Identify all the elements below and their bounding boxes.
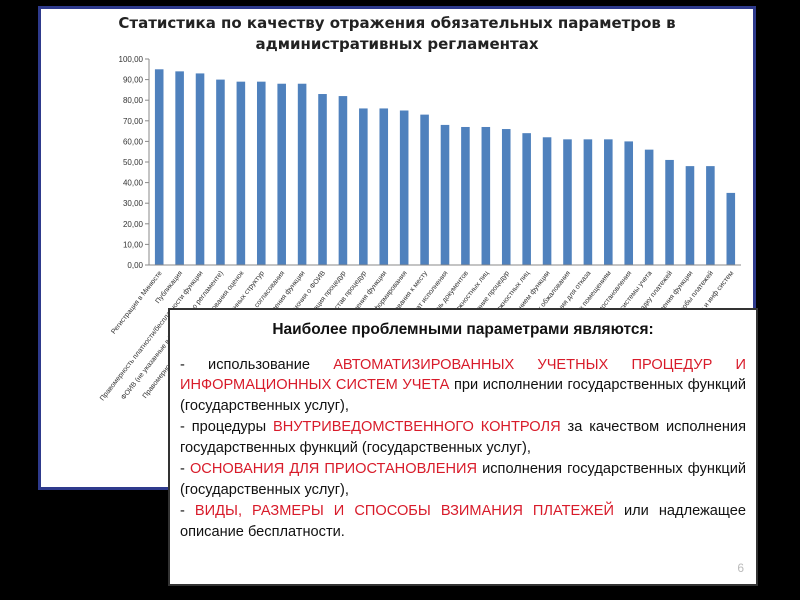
y-tick-label: 30,00 <box>123 199 144 208</box>
y-tick-label: 20,00 <box>123 220 144 229</box>
bar <box>440 124 450 265</box>
y-tick-label: 60,00 <box>123 137 144 146</box>
bar <box>563 139 572 265</box>
info-item: - ОСНОВАНИЯ ДЛЯ ПРИОСТАНОВЛЕНИЯ исполнен… <box>180 459 746 500</box>
info-item-highlight: АВТОМАТИЗИРОВАННЫХ УЧЕТНЫХ ПРОЦЕДУР И ИН… <box>180 356 746 394</box>
bar <box>644 149 654 265</box>
info-item-text: исполнения государственных функций (госу… <box>180 461 746 498</box>
bar <box>175 71 184 265</box>
info-item-highlight: ВИДЫ, РАЗМЕРЫ И СПОСОБЫ ВЗИМАНИЯ ПЛАТЕЖЕ… <box>194 503 614 519</box>
bar <box>338 96 348 265</box>
info-item-text: или надлежащее описание бесплатности. <box>180 503 746 540</box>
bar <box>379 108 389 265</box>
info-item-text: за качеством исполнения государственных … <box>180 419 746 456</box>
y-tick-label: 100,00 <box>119 55 144 64</box>
info-item: - процедуры ВНУТРИВЕДОМСТВЕННОГО КОНТРОЛ… <box>180 417 746 458</box>
page-number: 6 <box>737 560 744 575</box>
bar <box>195 73 205 265</box>
bar <box>501 129 511 265</box>
bar <box>399 110 409 265</box>
bar <box>665 159 674 265</box>
bars <box>154 69 736 266</box>
info-item-text: - использование <box>180 356 334 373</box>
info-item-text: - <box>180 461 190 477</box>
info-item-text: при исполнении государственных функций (… <box>180 377 746 414</box>
info-item: - использование АВТОМАТИЗИРОВАННЫХ УЧЕТН… <box>180 355 746 417</box>
bar <box>461 126 470 265</box>
bar <box>154 69 164 265</box>
bar <box>277 83 286 265</box>
info-list: - использование АВТОМАТИЗИРОВАННЫХ УЧЕТН… <box>180 355 746 543</box>
y-tick-label: 0,00 <box>127 261 143 270</box>
info-item-highlight: ОСНОВАНИЯ ДЛЯ ПРИОСТАНОВЛЕНИЯ <box>189 461 478 477</box>
info-item-text: - процедуры <box>180 419 274 435</box>
y-axis: 0,00 10,00 20,00 30,00 40,00 50,00 60,00 70,00 8… <box>119 55 150 270</box>
bar <box>256 81 266 265</box>
bar <box>481 126 491 265</box>
chart-panel: 0,00 10,00 20,00 30,00 40,00 50,00 60,00 70,00 8… <box>38 6 756 490</box>
bar <box>236 81 246 265</box>
bar <box>624 141 634 265</box>
bar <box>706 166 715 265</box>
bar <box>685 166 695 265</box>
info-item-highlight: ВНУТРИВЕДОМСТВЕННОГО КОНТРОЛЯ <box>273 419 561 435</box>
info-item-text: - <box>180 503 195 519</box>
y-tick-label: 40,00 <box>123 179 144 188</box>
info-item: - ВИДЫ, РАЗМЕРЫ И СПОСОБЫ ВЗИМАНИЯ ПЛАТЕ… <box>180 501 746 542</box>
bar <box>583 139 593 265</box>
bar <box>726 192 736 265</box>
problem-parameters-box: Наиболее проблемными параметрами являютс… <box>168 308 758 586</box>
y-tick-label: 10,00 <box>123 240 144 249</box>
chart-title-line-1: Статистика по качеству отражения обязате… <box>118 14 676 32</box>
y-tick-label: 80,00 <box>123 96 144 105</box>
bar <box>216 79 225 265</box>
y-tick-label: 50,00 <box>123 158 144 167</box>
chart-title-line-2: административных регламентах <box>255 35 539 53</box>
chart-title: Статистика по качеству отражения обязате… <box>41 13 753 55</box>
y-tick-label: 90,00 <box>123 76 144 85</box>
bar <box>318 94 327 266</box>
y-tick-label: 70,00 <box>123 117 144 126</box>
info-heading: Наиболее проблемными параметрами являютс… <box>272 321 654 338</box>
bar <box>420 114 429 266</box>
bar <box>522 133 531 265</box>
bar <box>542 137 552 265</box>
bar <box>297 83 307 265</box>
bar <box>604 139 613 265</box>
bar <box>359 108 368 265</box>
